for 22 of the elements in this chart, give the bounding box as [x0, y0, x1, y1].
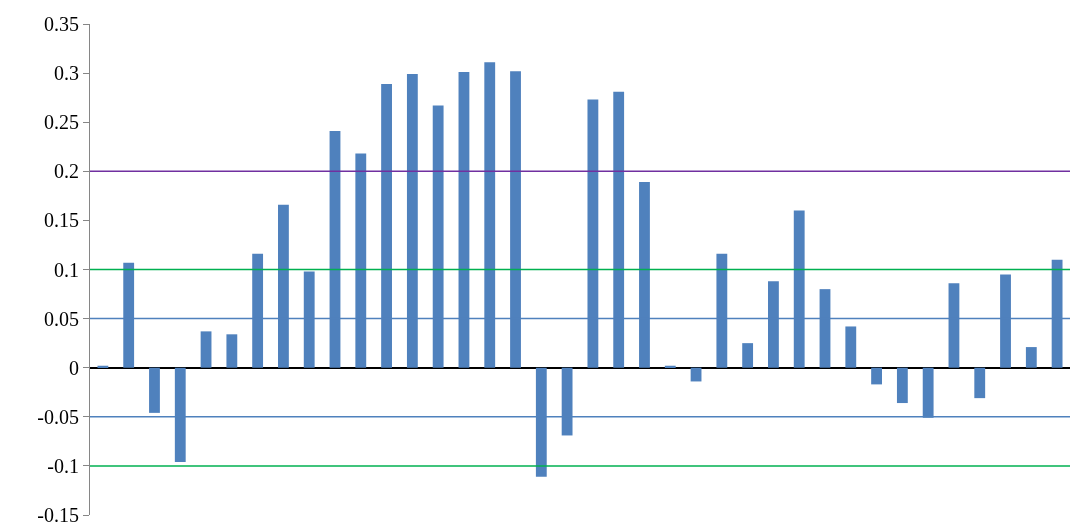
y-tick-label: 0.05: [44, 307, 79, 330]
bar: [200, 331, 212, 368]
bar: [226, 334, 238, 368]
bar: [845, 326, 857, 368]
bar: [871, 367, 882, 385]
bar: [974, 367, 986, 399]
y-tick-label: -0.15: [37, 504, 79, 526]
bar: [97, 365, 109, 368]
bar: [1025, 347, 1037, 368]
bar: [664, 365, 676, 368]
y-tick-label: -0.05: [37, 405, 79, 428]
y-tick-label: 0.1: [54, 258, 79, 281]
y-tick-label: 0: [69, 356, 79, 379]
y-tick-label: -0.1: [47, 454, 79, 477]
y-tick-label: 0.25: [44, 111, 79, 134]
y-tick-label: 0.15: [44, 209, 79, 232]
bar: [149, 367, 160, 413]
y-tick-label: 0.35: [44, 13, 79, 35]
y-tick-label: 0.2: [54, 160, 79, 183]
bar: [742, 343, 754, 368]
y-tick-label: 0.3: [54, 62, 79, 85]
bar: [896, 367, 908, 404]
